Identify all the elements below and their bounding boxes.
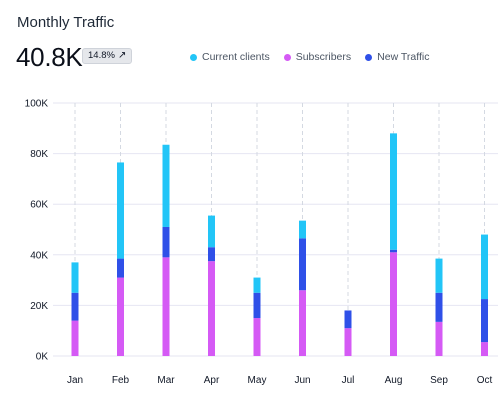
bar-segment-subscribers — [162, 257, 170, 356]
x-tick-label: Mar — [157, 375, 175, 386]
bar-segment-current-clients — [71, 262, 79, 293]
bar-segment-new-traffic — [481, 299, 488, 343]
bar-segment-subscribers — [299, 290, 306, 356]
bar-segment-new-traffic — [117, 258, 124, 278]
bar-segment-subscribers — [71, 320, 79, 356]
x-tick-label: Oct — [477, 375, 493, 386]
legend-dot-new-traffic — [365, 53, 373, 61]
x-tick-label: Jul — [342, 375, 355, 386]
bar-segment-current-clients — [299, 220, 306, 239]
bar-segment-new-traffic — [435, 292, 443, 322]
total-value: 40.8K — [16, 42, 83, 72]
x-tick-label: Jun — [294, 375, 310, 386]
y-tick-label: 0K — [36, 352, 49, 363]
legend-dot-current-clients — [190, 53, 197, 61]
bar-segment-current-clients — [390, 133, 397, 250]
legend-item-current-clients[interactable]: Current clients — [190, 51, 270, 63]
chart-legend: Current clients Subscribers New Traffic — [190, 51, 429, 63]
bar-segment-subscribers — [344, 328, 352, 356]
legend-item-new-traffic[interactable]: New Traffic — [365, 51, 429, 63]
legend-label-current-clients: Current clients — [202, 51, 270, 63]
bar-segment-new-traffic — [162, 226, 170, 258]
x-tick-label: Aug — [385, 375, 403, 386]
y-tick-label: 40K — [30, 250, 48, 261]
legend-dot-subscribers — [283, 53, 291, 61]
x-tick-label: Jan — [67, 375, 83, 386]
bar-segment-new-traffic — [344, 310, 352, 329]
chart-title: Monthly Traffic — [17, 14, 115, 31]
x-tick-label: Sep — [430, 375, 448, 386]
bar-segment-new-traffic — [208, 247, 215, 262]
bar-segment-current-clients — [435, 258, 443, 293]
bar-segment-subscribers — [208, 261, 215, 356]
bar-segment-new-traffic — [299, 238, 306, 291]
bar-segment-current-clients — [117, 162, 124, 259]
arrow-up-right-icon: ↗ — [117, 50, 127, 61]
y-tick-label: 60K — [30, 200, 48, 211]
bar-segment-new-traffic — [253, 292, 261, 319]
y-tick-label: 80K — [30, 149, 48, 160]
legend-label-subscribers: Subscribers — [295, 51, 352, 63]
change-value: 14.8% — [88, 50, 115, 61]
legend-label-new-traffic: New Traffic — [377, 51, 430, 63]
x-tick-label: Feb — [112, 375, 130, 386]
bar-segment-new-traffic — [71, 292, 79, 321]
bar-segment-current-clients — [162, 144, 170, 227]
bar-segment-current-clients — [481, 234, 488, 300]
legend-item-subscribers[interactable]: Subscribers — [283, 51, 352, 63]
bar-segment-subscribers — [117, 277, 124, 356]
bar-segment-subscribers — [253, 318, 261, 356]
bar-segment-subscribers — [481, 342, 488, 356]
x-tick-label: May — [248, 375, 267, 386]
bar-segment-subscribers — [435, 321, 443, 356]
bar-segment-current-clients — [253, 277, 261, 293]
y-tick-label: 100K — [25, 99, 49, 110]
change-badge: 14.8% ↗ — [82, 48, 133, 64]
bar-segment-new-traffic — [390, 249, 397, 253]
bar-segment-current-clients — [208, 215, 215, 248]
x-tick-label: Apr — [204, 375, 220, 386]
y-tick-label: 20K — [30, 301, 48, 312]
bar-segment-subscribers — [390, 252, 397, 356]
